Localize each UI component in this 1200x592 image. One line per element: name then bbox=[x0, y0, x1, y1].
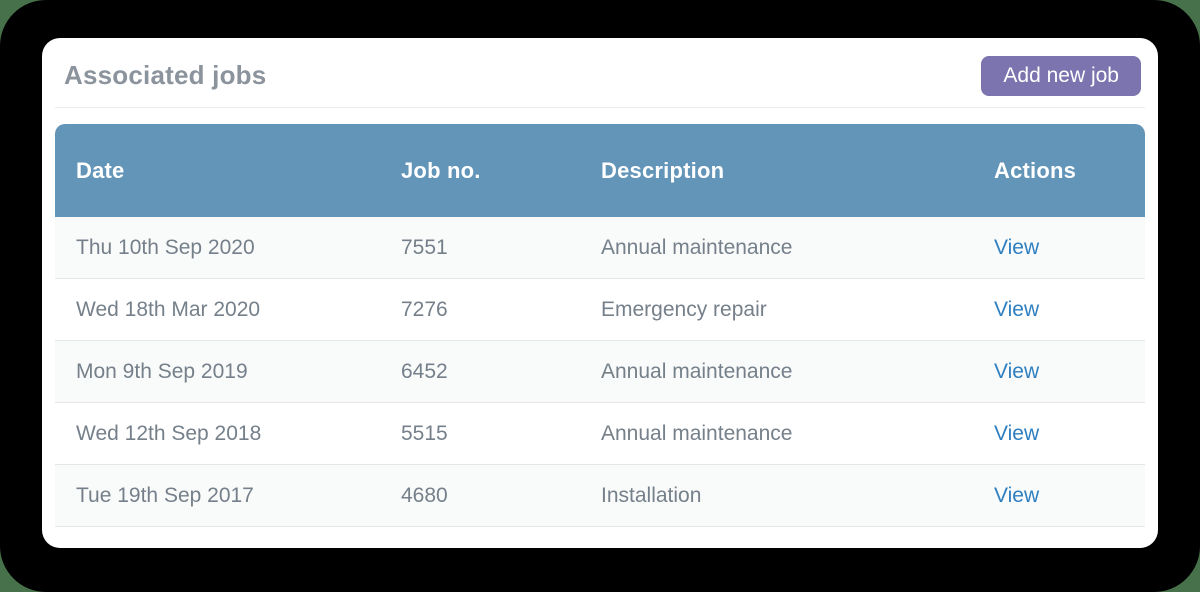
description-cell: Emergency repair bbox=[580, 279, 973, 341]
actions-cell: View bbox=[973, 217, 1145, 279]
jobs-table: Date Job no. Description Actions Thu 10t… bbox=[55, 124, 1145, 527]
date-cell: Wed 12th Sep 2018 bbox=[55, 403, 380, 465]
view-link[interactable]: View bbox=[994, 235, 1040, 259]
card-header: Associated jobs Add new job bbox=[55, 38, 1145, 108]
add-new-job-button[interactable]: Add new job bbox=[981, 55, 1141, 96]
table-row: Wed 18th Mar 2020 7276 Emergency repair … bbox=[55, 279, 1145, 341]
date-cell: Mon 9th Sep 2019 bbox=[55, 341, 380, 403]
date-cell: Wed 18th Mar 2020 bbox=[55, 279, 380, 341]
column-header-job-no: Job no. bbox=[380, 124, 580, 217]
associated-jobs-card: Associated jobs Add new job Date Job no.… bbox=[42, 38, 1158, 548]
view-link[interactable]: View bbox=[994, 297, 1040, 321]
table-header-row: Date Job no. Description Actions bbox=[55, 124, 1145, 217]
actions-cell: View bbox=[973, 279, 1145, 341]
actions-cell: View bbox=[973, 465, 1145, 527]
job-no-cell: 4680 bbox=[380, 465, 580, 527]
job-no-cell: 7276 bbox=[380, 279, 580, 341]
job-no-cell: 5515 bbox=[380, 403, 580, 465]
column-header-actions: Actions bbox=[973, 124, 1145, 217]
view-link[interactable]: View bbox=[994, 359, 1040, 383]
table-row: Thu 10th Sep 2020 7551 Annual maintenanc… bbox=[55, 217, 1145, 279]
description-cell: Installation bbox=[580, 465, 973, 527]
date-cell: Tue 19th Sep 2017 bbox=[55, 465, 380, 527]
job-no-cell: 7551 bbox=[380, 217, 580, 279]
description-cell: Annual maintenance bbox=[580, 403, 973, 465]
page-title: Associated jobs bbox=[64, 60, 267, 90]
job-no-cell: 6452 bbox=[380, 341, 580, 403]
column-header-date: Date bbox=[55, 124, 380, 217]
actions-cell: View bbox=[973, 403, 1145, 465]
column-header-description: Description bbox=[580, 124, 973, 217]
table-row: Tue 19th Sep 2017 4680 Installation View bbox=[55, 465, 1145, 527]
table-row: Wed 12th Sep 2018 5515 Annual maintenanc… bbox=[55, 403, 1145, 465]
description-cell: Annual maintenance bbox=[580, 341, 973, 403]
date-cell: Thu 10th Sep 2020 bbox=[55, 217, 380, 279]
description-cell: Annual maintenance bbox=[580, 217, 973, 279]
view-link[interactable]: View bbox=[994, 421, 1040, 445]
actions-cell: View bbox=[973, 341, 1145, 403]
table-row: Mon 9th Sep 2019 6452 Annual maintenance… bbox=[55, 341, 1145, 403]
view-link[interactable]: View bbox=[994, 483, 1040, 507]
